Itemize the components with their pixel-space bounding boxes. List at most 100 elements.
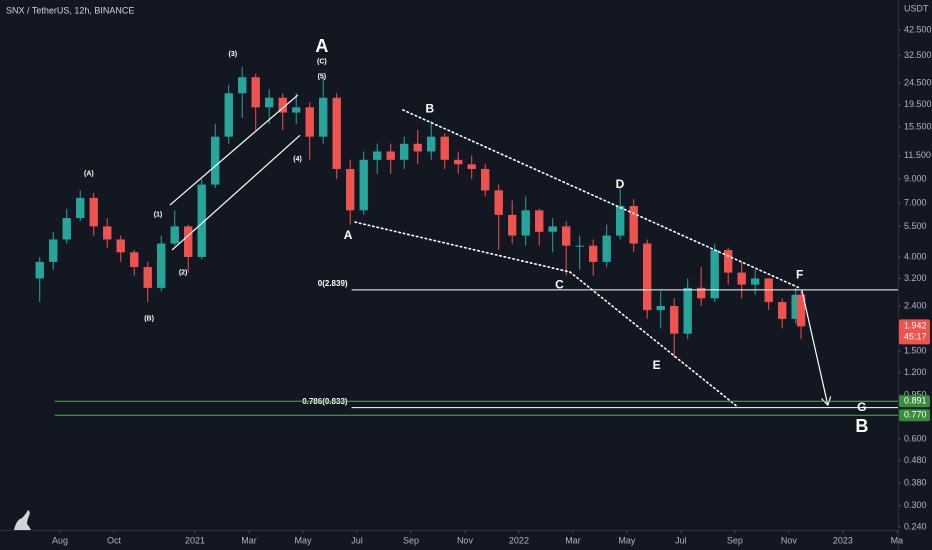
candle-body [683,287,692,334]
y-tick-label: 3.200 [904,273,927,283]
price-level-tag-text: 0.770 [904,410,927,420]
wave-label: (2) [179,269,188,276]
trendline [801,290,828,405]
candle-body [184,226,193,257]
candle-body [157,243,166,288]
wave-label: (4) [293,156,302,163]
candle-body [211,136,220,185]
y-tick-label: 7.000 [904,198,927,208]
wave-label: F [796,268,803,282]
wave-label: G [857,400,866,414]
candle-body [76,197,85,219]
candle-body [616,206,625,236]
wave-label: A [315,36,328,56]
candle-body [400,143,409,160]
candle-body [35,261,44,279]
candle-body [440,136,449,160]
x-tick-label: Nov [457,535,474,545]
level-label: 0(2.839) [318,279,348,288]
candle-body [49,239,58,262]
x-tick-label: Aug [52,535,68,545]
candle-body [575,245,584,247]
candle-body [589,245,598,262]
candle-body [292,107,301,113]
candle-body [319,97,328,137]
logo [14,510,31,530]
candle-body [481,168,490,191]
y-tick-label: 32.500 [904,50,932,60]
candle-body [750,278,760,285]
candle-body [238,77,247,94]
wave-label: C [555,278,564,292]
x-tick-label: Sep [403,535,419,545]
y-tick-label: 0.380 [904,477,927,487]
logo-shape [14,510,31,530]
y-tick-label: 24.500 [904,77,932,87]
candle-body [796,294,806,327]
wave-label: B [855,416,868,436]
x-tick-label: 2023 [833,535,853,545]
candle-body [629,206,638,244]
y-tick-label: 1.200 [904,367,927,377]
x-tick-label: Jul [351,535,363,545]
y-tick-label: 19.500 [904,99,932,109]
y-tick-label: 0.950 [904,389,927,399]
candle-body [656,306,665,311]
candle-body [346,168,355,211]
x-tick-label: 2022 [509,535,529,545]
y-tick-label: 9.000 [904,173,927,183]
candles [35,66,806,358]
y-unit: USDT [904,3,929,13]
trendline [169,94,299,206]
candle-body [454,159,463,165]
candle-body [359,159,368,211]
y-tick-label: 0.480 [904,455,927,465]
candle-body [508,214,517,236]
candle-body [373,151,382,160]
x-tick-label: Mar [565,535,581,545]
candle-body [251,77,260,108]
x-tick-label: Jul [675,535,687,545]
trendline [354,221,571,273]
price-level-tag-text: 0.891 [904,396,927,406]
candle-body [130,252,139,268]
wave-label: (A) [84,171,94,178]
candle-body [602,235,611,262]
candle-body [697,287,706,299]
y-tick-label: 4.000 [904,251,927,261]
candle-body [278,97,287,113]
candle-body [224,93,233,137]
wave-label: (3) [228,51,237,58]
candle-body [494,190,503,215]
candle-body [467,164,476,169]
price-level-tag [899,395,930,408]
candle-body [777,302,787,319]
y-tick-label: 1.500 [904,346,927,356]
candle-body [89,197,98,227]
candle-body [737,272,746,285]
candle-body [413,143,422,152]
y-tick-label: 11.500 [904,150,931,160]
trendline [569,271,739,408]
candle-body [548,226,557,232]
x-tick-label: May [294,535,312,545]
candle-body [535,210,544,232]
candle-body [143,267,152,288]
candle-body [521,210,530,236]
wave-label: A [344,228,353,242]
chart-title: SNX / TetherUS, 12h, BINANCE [6,5,134,15]
y-tick-label: 0.600 [904,434,927,444]
candle-body [710,250,719,299]
wave-label: D [616,177,625,191]
wave-label: (5) [318,73,327,80]
trendline [171,134,301,251]
x-tick-label: Oct [107,535,122,545]
last-price-tag [899,319,930,345]
y-tick-label: 5.500 [904,221,927,231]
x-tick-label: Mar [241,535,257,545]
x-tick-label: Ma [891,535,904,545]
y-tick-label: 0.240 [904,522,927,532]
